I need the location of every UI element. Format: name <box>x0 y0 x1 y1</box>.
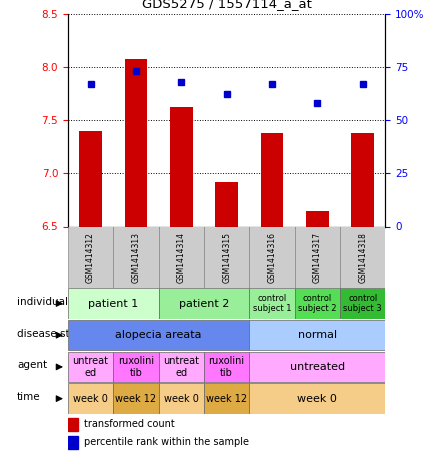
Bar <box>170 107 193 226</box>
Text: alopecia areata: alopecia areata <box>115 330 202 340</box>
FancyBboxPatch shape <box>340 226 385 288</box>
Text: patient 2: patient 2 <box>179 299 229 308</box>
Text: week 12: week 12 <box>206 394 247 404</box>
FancyBboxPatch shape <box>295 288 340 319</box>
Text: transformed count: transformed count <box>84 419 174 429</box>
Text: GSM1414318: GSM1414318 <box>358 231 367 283</box>
FancyBboxPatch shape <box>204 226 249 288</box>
FancyBboxPatch shape <box>68 226 113 288</box>
FancyBboxPatch shape <box>159 226 204 288</box>
Text: GSM1414314: GSM1414314 <box>177 231 186 283</box>
Bar <box>306 211 329 226</box>
Text: untreat
ed: untreat ed <box>163 356 199 378</box>
Text: week 12: week 12 <box>115 394 156 404</box>
Text: week 0: week 0 <box>297 394 337 404</box>
FancyBboxPatch shape <box>68 320 249 351</box>
Bar <box>261 133 283 226</box>
FancyBboxPatch shape <box>204 352 249 382</box>
Text: percentile rank within the sample: percentile rank within the sample <box>84 438 249 448</box>
FancyBboxPatch shape <box>159 383 204 414</box>
Text: disease state: disease state <box>17 328 86 339</box>
FancyBboxPatch shape <box>295 226 340 288</box>
FancyBboxPatch shape <box>249 226 295 288</box>
FancyBboxPatch shape <box>249 352 385 382</box>
Text: week 0: week 0 <box>73 394 108 404</box>
Bar <box>68 418 78 431</box>
Text: GSM1414315: GSM1414315 <box>222 231 231 283</box>
FancyBboxPatch shape <box>249 383 385 414</box>
Text: week 0: week 0 <box>164 394 199 404</box>
Text: GSM1414313: GSM1414313 <box>131 231 141 283</box>
FancyBboxPatch shape <box>113 383 159 414</box>
Text: ruxolini
tib: ruxolini tib <box>118 356 154 378</box>
Text: individual: individual <box>17 297 68 307</box>
Text: untreat
ed: untreat ed <box>73 356 109 378</box>
Bar <box>79 130 102 226</box>
Text: control
subject 2: control subject 2 <box>298 294 337 313</box>
Title: GDS5275 / 1557114_a_at: GDS5275 / 1557114_a_at <box>142 0 311 10</box>
Text: untreated: untreated <box>290 362 345 372</box>
FancyBboxPatch shape <box>159 352 204 382</box>
Text: control
subject 3: control subject 3 <box>343 294 382 313</box>
FancyBboxPatch shape <box>340 288 385 319</box>
FancyBboxPatch shape <box>68 288 159 319</box>
FancyBboxPatch shape <box>113 352 159 382</box>
Text: agent: agent <box>17 360 47 371</box>
Bar <box>215 182 238 226</box>
Text: patient 1: patient 1 <box>88 299 138 308</box>
FancyBboxPatch shape <box>159 288 249 319</box>
FancyBboxPatch shape <box>204 383 249 414</box>
FancyBboxPatch shape <box>249 288 295 319</box>
FancyBboxPatch shape <box>113 226 159 288</box>
Bar <box>124 59 147 226</box>
FancyBboxPatch shape <box>249 320 385 351</box>
Text: GSM1414312: GSM1414312 <box>86 231 95 283</box>
Bar <box>351 133 374 226</box>
FancyBboxPatch shape <box>68 383 113 414</box>
Text: ruxolini
tib: ruxolini tib <box>208 356 245 378</box>
Text: time: time <box>17 392 41 402</box>
Text: control
subject 1: control subject 1 <box>253 294 291 313</box>
Text: GSM1414316: GSM1414316 <box>268 231 276 283</box>
Text: normal: normal <box>298 330 337 340</box>
FancyBboxPatch shape <box>68 352 113 382</box>
Text: GSM1414317: GSM1414317 <box>313 231 322 283</box>
Bar <box>68 436 78 449</box>
